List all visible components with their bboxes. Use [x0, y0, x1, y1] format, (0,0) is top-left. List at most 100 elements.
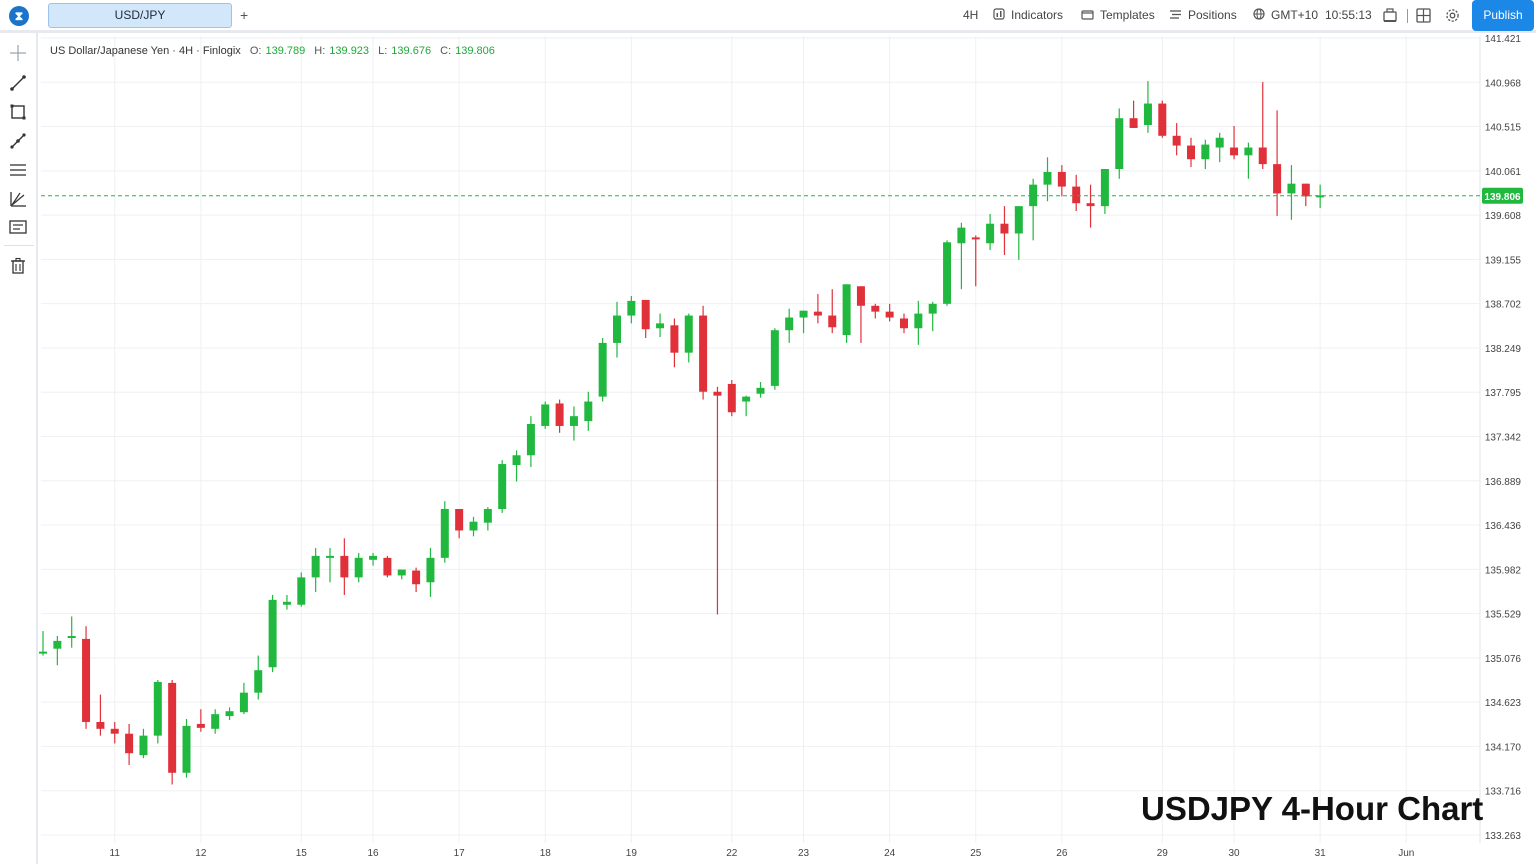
candle-body [1258, 147, 1267, 165]
candle [225, 707, 234, 721]
positions-icon [1169, 8, 1182, 23]
grid [41, 36, 1481, 843]
candle [900, 313, 908, 334]
candle [641, 299, 650, 339]
rectangle-icon[interactable] [8, 102, 28, 122]
price-tick-label: 139.608 [1485, 211, 1522, 222]
candle-body [469, 521, 478, 531]
text-icon[interactable] [8, 217, 28, 237]
add-tab-button[interactable]: + [240, 7, 249, 23]
candles [39, 81, 1325, 785]
candle [526, 416, 535, 467]
candle [914, 300, 923, 345]
candle-body [254, 670, 263, 693]
price-tick-label: 134.170 [1485, 742, 1522, 753]
candle-body [383, 557, 392, 576]
screenshot-icon[interactable] [1382, 7, 1398, 26]
candle-body [1172, 135, 1181, 146]
top-toolbar: ⧗ USD/JPY + 4H Indicators Templates Posi… [0, 0, 1536, 33]
candle [53, 635, 62, 666]
candle-body [598, 342, 607, 397]
price-tick-label: 135.529 [1485, 610, 1522, 621]
open-label: O: [249, 45, 262, 57]
candle [39, 631, 47, 656]
candle [871, 303, 880, 319]
price-tick-label: 136.436 [1485, 521, 1522, 532]
timeframe-button[interactable]: 4H [963, 8, 979, 22]
candle [584, 391, 593, 431]
candle-body [512, 455, 521, 466]
price-tick-label: 135.076 [1485, 654, 1522, 665]
time-tick-label: Jun [1398, 848, 1414, 859]
positions-label: Positions [1188, 8, 1237, 22]
candle-body [656, 323, 665, 329]
high-label: H: [314, 45, 326, 57]
candle-body [986, 223, 995, 244]
candle-body [1273, 164, 1282, 194]
gear-icon[interactable] [1445, 8, 1460, 26]
candle [1014, 206, 1023, 260]
candle [455, 508, 464, 539]
candle [1143, 81, 1152, 133]
last-price-badge [1482, 187, 1523, 204]
candle-body [1057, 171, 1066, 187]
candle-body [125, 733, 134, 754]
time-tick-label: 19 [626, 848, 638, 859]
candle [168, 679, 177, 785]
price-tick-label: 140.515 [1485, 123, 1522, 134]
trendline-icon[interactable] [8, 73, 28, 93]
price-tick-label: 136.889 [1485, 477, 1522, 488]
indicators-button[interactable]: Indicators [993, 8, 1063, 23]
candle [1215, 132, 1224, 163]
crosshair-icon[interactable] [8, 43, 28, 63]
publish-button[interactable]: Publish [1472, 0, 1534, 31]
candle-body [282, 601, 291, 605]
candle [1273, 110, 1282, 216]
candle [1029, 178, 1038, 241]
candle [1158, 100, 1167, 138]
pitchfork-icon[interactable] [8, 189, 28, 209]
candle-body [842, 284, 851, 336]
close-label: C: [440, 45, 452, 57]
candle [254, 655, 263, 700]
candle-body [67, 635, 76, 638]
time-tick-label: 29 [1157, 848, 1169, 859]
candle [598, 338, 607, 402]
trash-icon[interactable] [8, 256, 28, 276]
time-tick-label: 31 [1315, 848, 1327, 859]
price-tick-label: 135.982 [1485, 565, 1522, 576]
timezone-button[interactable]: GMT+10 [1253, 8, 1318, 23]
candle-body [397, 569, 406, 576]
candle [512, 450, 521, 482]
last-price-label: 139.806 [1484, 192, 1521, 203]
toolbar-separator [1407, 9, 1408, 23]
candle [971, 235, 980, 287]
candle-body [971, 237, 980, 240]
symbol-tab[interactable]: USD/JPY [48, 3, 232, 28]
app-logo-icon[interactable]: ⧗ [9, 6, 29, 26]
templates-button[interactable]: Templates [1081, 8, 1155, 23]
layout-icon[interactable] [1416, 8, 1431, 26]
price-tick-label: 134.623 [1485, 698, 1522, 709]
fib-icon[interactable] [8, 131, 28, 151]
candle-body [211, 714, 220, 729]
candle-body [153, 681, 162, 736]
candle [885, 303, 894, 322]
time-tick-label: 18 [540, 848, 552, 859]
candle-body [455, 508, 464, 531]
positions-button[interactable]: Positions [1169, 8, 1237, 23]
time-tick-label: 11 [110, 848, 121, 859]
parallel-icon[interactable] [8, 160, 28, 180]
price-tick-label: 133.716 [1485, 787, 1522, 798]
candle [1115, 108, 1124, 179]
candle-body [96, 721, 105, 729]
candle [1086, 184, 1095, 228]
time-tick-label: 24 [884, 848, 896, 859]
chart-watermark: USDJPY 4-Hour Chart [1141, 790, 1484, 827]
candle-body [498, 464, 507, 509]
candle [211, 709, 220, 734]
candle [957, 222, 966, 290]
candle [139, 728, 148, 759]
candle-body [426, 557, 435, 583]
